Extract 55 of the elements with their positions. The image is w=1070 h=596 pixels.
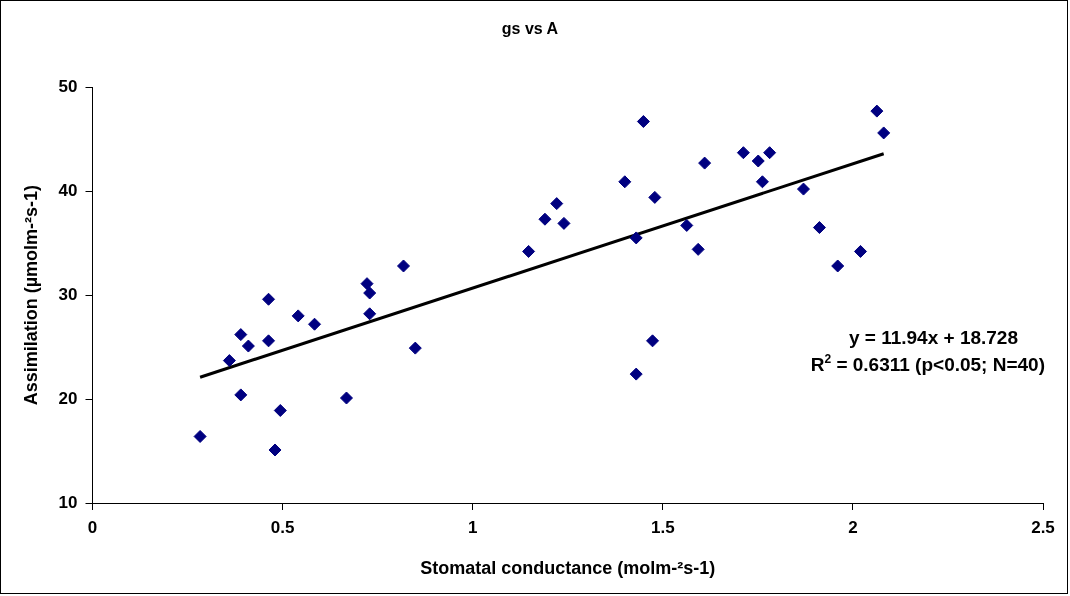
y-axis-title: Assimilation (µmolm-²s-1): [20, 184, 41, 406]
point: [557, 216, 571, 230]
point: [877, 126, 891, 140]
point: [262, 292, 276, 306]
x-tick-label: 2: [848, 517, 858, 537]
point: [646, 334, 660, 348]
point: [870, 104, 884, 118]
point: [629, 231, 643, 245]
point: [268, 443, 282, 457]
point: [360, 277, 374, 291]
x-axis-title: Stomatal conductance (molm-²s-1): [420, 558, 716, 579]
y-tick-label: 50: [58, 76, 78, 96]
point: [522, 244, 536, 258]
point: [538, 212, 552, 226]
point: [618, 175, 632, 189]
point: [763, 146, 777, 160]
point: [308, 317, 322, 331]
point: [339, 391, 353, 405]
x-tick-label: 1: [467, 517, 478, 537]
point: [796, 182, 810, 196]
y-tick-label: 30: [58, 284, 78, 304]
point: [241, 339, 255, 353]
point: [854, 244, 868, 258]
point: [550, 197, 564, 211]
y-tick-label: 20: [58, 388, 78, 408]
point: [273, 403, 287, 417]
point: [363, 286, 377, 300]
point: [751, 154, 765, 168]
point: [397, 259, 411, 273]
y-tick-label: 40: [58, 180, 78, 200]
point: [262, 334, 276, 348]
point: [812, 221, 826, 235]
point: [234, 328, 248, 342]
point: [648, 190, 662, 204]
y-tick-label: 10: [58, 492, 78, 512]
point: [755, 175, 769, 189]
chart-title: gs vs A: [501, 20, 559, 38]
x-tick-label: 0.5: [270, 517, 295, 537]
point: [363, 307, 377, 321]
point: [629, 367, 643, 381]
annotation: y = 11.94x + 18.728: [848, 326, 1019, 348]
x-tick-label: 2.5: [1031, 517, 1055, 537]
point: [636, 115, 650, 128]
point: [222, 354, 236, 368]
point: [736, 146, 750, 160]
x-tick-label: 0: [87, 517, 98, 537]
point: [408, 341, 422, 355]
point: [831, 259, 845, 273]
point: [691, 242, 705, 256]
point: [680, 218, 694, 232]
point: [193, 429, 207, 443]
x-tick-label: 1.5: [650, 517, 675, 537]
point: [698, 156, 712, 170]
point: [234, 388, 248, 402]
point: [291, 309, 305, 323]
